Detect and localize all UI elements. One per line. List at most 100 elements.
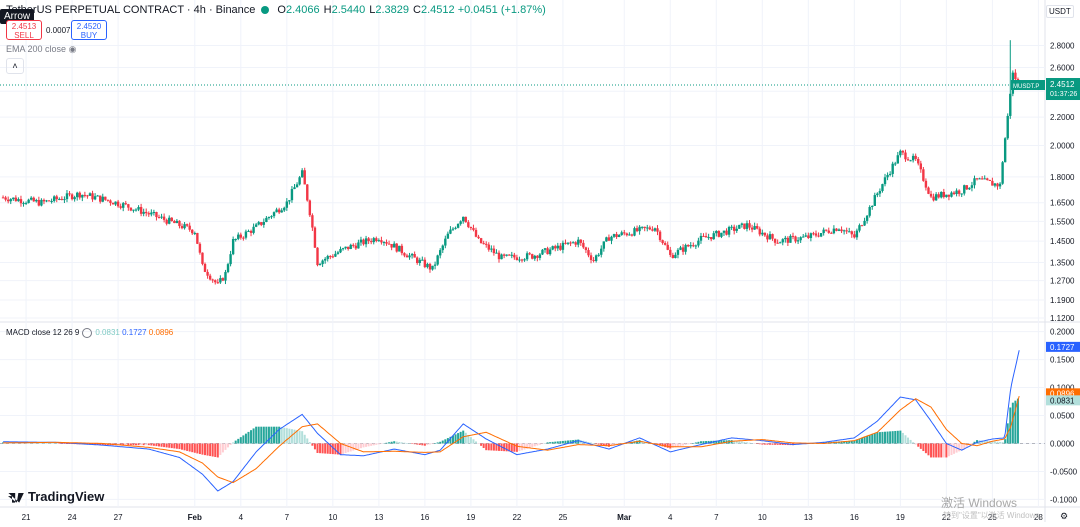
candle-body xyxy=(727,227,731,235)
macd-histogram-bar xyxy=(861,437,864,444)
candle-body xyxy=(178,220,181,227)
macd-histogram-bar xyxy=(362,443,365,448)
candle-body xyxy=(472,228,475,230)
candle-body xyxy=(231,239,235,255)
symbol-legend: TetherUS PERPETUAL CONTRACT · 4h · Binan… xyxy=(6,4,546,16)
candle-body xyxy=(216,282,220,284)
eye-icon[interactable]: ◉ xyxy=(68,44,77,54)
windows-watermark-subtitle: 转到"设置"以激活 Windows。 xyxy=(943,511,1048,520)
candle-body xyxy=(868,206,871,216)
candle-body xyxy=(1,197,5,199)
macd-histogram-bar xyxy=(354,443,357,450)
macd-histogram-bar xyxy=(587,441,590,444)
macd-histogram-bar xyxy=(196,443,199,454)
candle-body xyxy=(214,280,217,283)
candle-body xyxy=(819,233,823,237)
candle-body xyxy=(656,228,659,232)
sell-price: 2.4513 xyxy=(11,22,37,31)
candle-body xyxy=(594,255,598,261)
time-tick-label: 16 xyxy=(850,513,859,522)
candle-body xyxy=(536,255,539,258)
candle-body xyxy=(909,160,912,162)
ohlc-low-label: L xyxy=(369,4,376,16)
macd-histogram-bar xyxy=(372,443,375,446)
candle-body xyxy=(17,199,20,202)
symbol-title[interactable]: TetherUS PERPETUAL CONTRACT · 4h · Binan… xyxy=(6,4,256,16)
candle-body xyxy=(477,236,480,239)
macd-histogram-bar xyxy=(947,443,950,457)
macd-histogram-bar xyxy=(515,443,518,452)
macd-histogram-bar xyxy=(211,443,214,457)
candle-body xyxy=(986,178,989,180)
candle-body xyxy=(848,231,851,233)
macd-histogram-bar xyxy=(221,443,224,453)
macd-histogram-bar xyxy=(950,443,953,456)
candle-body xyxy=(35,200,38,202)
macd-histogram-bar xyxy=(306,438,309,444)
candle-body xyxy=(382,242,386,244)
macd-histogram-bar xyxy=(850,440,853,444)
candle-body xyxy=(766,235,769,240)
sell-button[interactable]: 2.4513 SELL xyxy=(6,20,42,40)
candle-body xyxy=(267,217,271,219)
candle-body xyxy=(298,177,301,185)
candle-body xyxy=(93,196,97,200)
macd-histogram-bar xyxy=(848,440,851,444)
macd-legend[interactable]: MACD close 12 26 9 0.0831 0.1727 0.0896 xyxy=(6,328,173,338)
candle-body xyxy=(702,235,705,237)
candle-body xyxy=(446,233,450,239)
candle-body xyxy=(311,215,314,228)
macd-histogram-bar xyxy=(533,443,536,447)
candle-body xyxy=(919,163,923,170)
macd-histogram-bar xyxy=(134,443,137,446)
candle-body xyxy=(835,228,838,231)
macd-histogram-bar xyxy=(991,441,994,444)
macd-histogram-bar xyxy=(434,443,437,444)
candle-body xyxy=(387,243,391,245)
tradingview-logo[interactable]: TradingView xyxy=(8,489,104,504)
candle-body xyxy=(349,244,352,250)
macd-histogram-bar xyxy=(771,443,774,445)
candle-body xyxy=(973,178,976,186)
candle-body xyxy=(699,235,703,241)
candle-body xyxy=(860,225,864,227)
candle-body xyxy=(934,194,938,201)
macd-histogram-bar xyxy=(457,433,460,444)
signal-line xyxy=(3,395,1020,484)
macd-histogram-bar xyxy=(454,434,457,444)
macd-histogram-bar xyxy=(160,443,163,447)
candle-body xyxy=(945,194,948,198)
chevron-up-icon[interactable]: ˄ xyxy=(6,58,24,74)
macd-histogram-bar xyxy=(477,443,480,444)
time-tick-label: 19 xyxy=(466,513,475,522)
candle-body xyxy=(510,254,513,256)
macd-histogram-bar xyxy=(451,435,454,444)
macd-histogram-bar xyxy=(237,438,240,444)
candle-body xyxy=(589,255,593,260)
ema-legend[interactable]: EMA 200 close ◉ xyxy=(6,44,76,55)
candle-body xyxy=(288,200,291,202)
gear-icon[interactable]: ⚙ xyxy=(1060,511,1069,521)
macd-histogram-bar xyxy=(981,440,984,444)
candle-body xyxy=(891,163,894,174)
price-tick-label: 1.1200 xyxy=(1050,314,1075,323)
macd-histogram-bar xyxy=(699,441,702,444)
macd-histogram-bar xyxy=(863,436,866,444)
signal-line-badge xyxy=(1046,388,1080,399)
candle-body xyxy=(308,200,312,216)
candle-body xyxy=(950,192,953,197)
countdown-label: 01:37:26 xyxy=(1050,91,1077,98)
macd-histogram-bar xyxy=(896,430,899,444)
candle-body xyxy=(249,230,253,233)
buy-button[interactable]: 2.4520 BUY xyxy=(71,20,107,40)
macd-histogram-bar xyxy=(763,443,766,445)
currency-selector[interactable]: USDT xyxy=(1046,5,1074,18)
candle-body xyxy=(306,184,309,201)
eye-icon[interactable] xyxy=(82,328,93,338)
macd-line-badge xyxy=(1046,341,1080,352)
candle-body xyxy=(646,227,649,229)
candle-body xyxy=(960,193,963,195)
candle-body xyxy=(40,199,43,206)
